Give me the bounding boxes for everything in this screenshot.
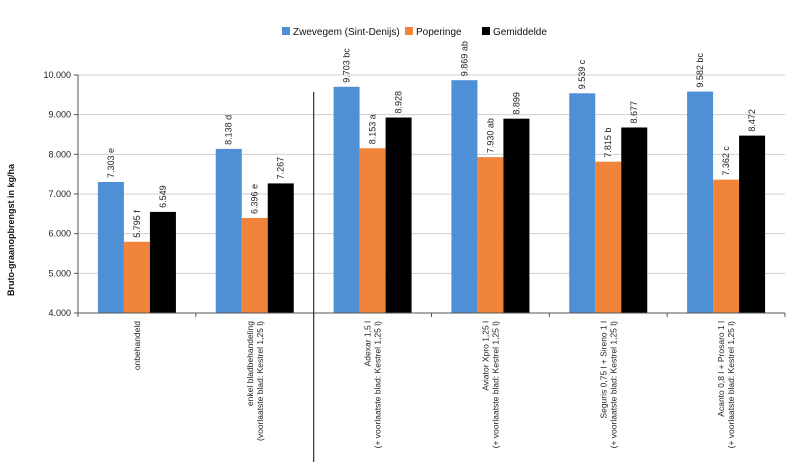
- data-label: 8.899: [511, 92, 521, 115]
- bar: [739, 135, 766, 313]
- bar: [687, 91, 714, 314]
- legend-entry: Gemiddelde: [493, 27, 547, 38]
- bar: [595, 161, 622, 313]
- data-label: 7.303 e: [106, 148, 116, 178]
- y-axis-label: Bruto-graanopbrengst in kg/ha: [6, 163, 16, 296]
- y-tick-label: 8.000: [48, 149, 71, 159]
- category-label: Acanto 0,8 l + Prosaro 1 l(+ voorlaatste…: [716, 321, 736, 448]
- y-tick-label: 10.000: [43, 70, 71, 80]
- bar: [123, 241, 150, 313]
- bar: [333, 86, 360, 313]
- category-label: Seguris 0,75 l + Sireno 1 l(+ voorlaatst…: [598, 321, 618, 448]
- data-label: 6.549: [158, 185, 168, 208]
- category-label-line: onbehandeld: [132, 321, 142, 370]
- data-label: 7.362 c: [721, 146, 731, 176]
- bar: [215, 148, 242, 313]
- y-tick-label: 4.000: [48, 308, 71, 318]
- category-label-line: (+ voorlaatste blad: Kestrel 1,25 l): [490, 321, 500, 448]
- data-label: 9.582 bc: [695, 53, 705, 88]
- category-label-line: Aviator Xpro 1,25 l: [480, 321, 490, 391]
- legend-entry: Zwevegem (Sint-Denijs): [293, 27, 400, 38]
- legend: Zwevegem (Sint-Denijs) Poperinge Gemiddeld…: [282, 27, 547, 38]
- data-label: 7.267: [276, 157, 286, 180]
- category-label: onbehandeld: [132, 321, 142, 370]
- bar: [97, 181, 124, 313]
- y-tick-label: 9.000: [48, 110, 71, 120]
- y-tick-label: 7.000: [48, 189, 71, 199]
- y-axis: 4.000 5.000 6.000 7.000 8.000 9.000 10.000: [43, 70, 79, 318]
- bar: [359, 148, 386, 313]
- legend-swatch: [482, 27, 490, 35]
- category-label-line: Acanto 0,8 l + Prosaro 1 l: [716, 321, 726, 417]
- category-label-line: (+ voorlaatste blad: Kestrel 1,25 l): [373, 321, 383, 448]
- bar: [385, 117, 412, 313]
- data-label: 8.153 a: [368, 114, 378, 144]
- data-label: 8.928: [394, 91, 404, 114]
- data-label: 9.703 bc: [342, 48, 352, 83]
- data-labels: 7.303 e 5.795 f 6.549 8.138 d 6.396 e 7.267 9.…: [106, 41, 757, 238]
- bars: [97, 80, 766, 314]
- y-tick-label: 6.000: [48, 229, 71, 239]
- x-axis: onbehandeld enkel bladbehandeling(voorlaa…: [77, 92, 786, 462]
- y-tick-label: 5.000: [48, 268, 71, 278]
- bar: [569, 93, 596, 313]
- data-label: 7.930 ab: [485, 118, 495, 153]
- data-label: 6.396 e: [250, 184, 260, 214]
- category-label-line: Seguris 0,75 l + Sireno 1 l: [598, 321, 608, 419]
- data-label: 7.815 b: [603, 128, 613, 158]
- legend-swatch: [405, 27, 413, 35]
- category-label-line: (+ voorlaatste blad: Kestrel 1,25 l): [608, 321, 618, 448]
- bar: [451, 80, 478, 313]
- data-label: 8.677: [629, 101, 639, 124]
- legend-swatch: [282, 27, 290, 35]
- bar: [149, 211, 176, 313]
- data-label: 8.472: [747, 109, 757, 132]
- bar: [477, 157, 504, 313]
- category-label: Aviator Xpro 1,25 l(+ voorlaatste blad: …: [480, 321, 500, 448]
- bar: [503, 118, 530, 313]
- gridlines: [78, 74, 785, 274]
- data-label: 5.795 f: [132, 210, 142, 238]
- category-label-line: (+ voorlaatste blad: Kestrel 1,25 l): [726, 321, 736, 448]
- bar: [621, 127, 648, 313]
- category-label-line: (voorlaatste blad: Kestrel 1,25 l): [255, 321, 265, 441]
- data-label: 9.539 c: [577, 59, 587, 89]
- category-label: Adexar 1,5 l(+ voorlaatste blad: Kestrel…: [363, 321, 383, 448]
- data-label: 9.869 ab: [459, 41, 469, 76]
- bar: [241, 217, 268, 313]
- data-label: 8.138 d: [224, 115, 234, 145]
- category-label-line: enkel bladbehandeling: [245, 321, 255, 406]
- bar: [713, 179, 740, 313]
- bar: [267, 183, 294, 313]
- category-label: enkel bladbehandeling(voorlaatste blad: …: [245, 321, 265, 441]
- category-label-line: Adexar 1,5 l: [363, 321, 373, 366]
- legend-entry: Poperinge: [416, 27, 462, 38]
